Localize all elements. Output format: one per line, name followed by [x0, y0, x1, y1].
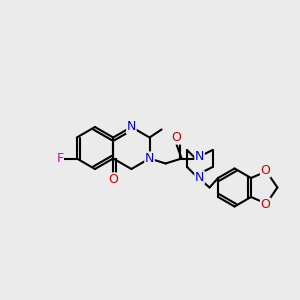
Text: N: N — [145, 152, 154, 165]
Text: N: N — [195, 171, 204, 184]
Text: O: O — [172, 131, 182, 144]
Text: O: O — [260, 198, 270, 211]
Text: F: F — [56, 152, 63, 165]
Text: N: N — [127, 121, 136, 134]
Text: O: O — [260, 164, 270, 177]
Text: O: O — [108, 173, 118, 186]
Text: N: N — [195, 150, 204, 163]
